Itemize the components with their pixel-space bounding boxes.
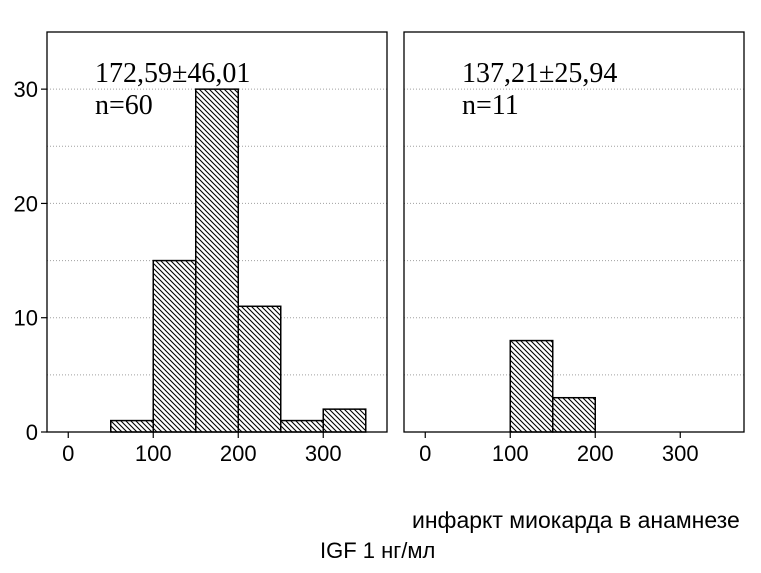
histogram-bar — [322, 408, 367, 433]
histogram-bars — [110, 88, 367, 433]
histogram-bar — [280, 419, 324, 433]
y-tick-label: 20 — [14, 191, 38, 216]
panel-left: 0 100 200 300 0 10 20 30 172,59±46,01 n=60 — [14, 31, 388, 466]
y-tick-label: 10 — [14, 306, 38, 331]
histogram-bar — [110, 419, 154, 433]
histogram-bar — [237, 305, 282, 433]
axes: 0 100 200 300 — [403, 31, 745, 466]
histogram-bars — [509, 339, 596, 433]
stats-annotation: 172,59±46,01 — [95, 58, 250, 89]
histogram-bar — [195, 88, 239, 433]
x-tick-label: 100 — [492, 441, 529, 466]
gridlines — [404, 88, 744, 376]
x-tick-label: 200 — [577, 441, 614, 466]
histogram-bar — [552, 396, 596, 433]
x-tick-label: 300 — [662, 441, 699, 466]
panel-frame — [403, 31, 745, 433]
panel-frame — [46, 31, 388, 433]
panel-label: инфаркт миокарда в анамнезе — [412, 507, 740, 533]
panel-right: 0 100 200 300 137,21±25,94 n=11 — [403, 31, 745, 466]
x-tick-label: 0 — [419, 441, 431, 466]
x-tick-label: 0 — [62, 441, 74, 466]
y-tick-label: 0 — [26, 420, 38, 445]
stats-annotation: 137,21±25,94 — [462, 58, 617, 89]
x-axis-label: IGF 1 нг/мл — [320, 538, 435, 563]
x-tick-label: 100 — [135, 441, 172, 466]
y-tick-label: 30 — [14, 77, 38, 102]
histogram-bar — [152, 259, 197, 433]
n-annotation: n=60 — [95, 90, 153, 121]
x-tick-label: 200 — [220, 441, 257, 466]
x-tick-label: 300 — [305, 441, 342, 466]
axes: 0 100 200 300 0 10 20 30 — [14, 31, 388, 466]
histogram-bar — [509, 339, 554, 433]
n-annotation: n=11 — [462, 90, 519, 121]
